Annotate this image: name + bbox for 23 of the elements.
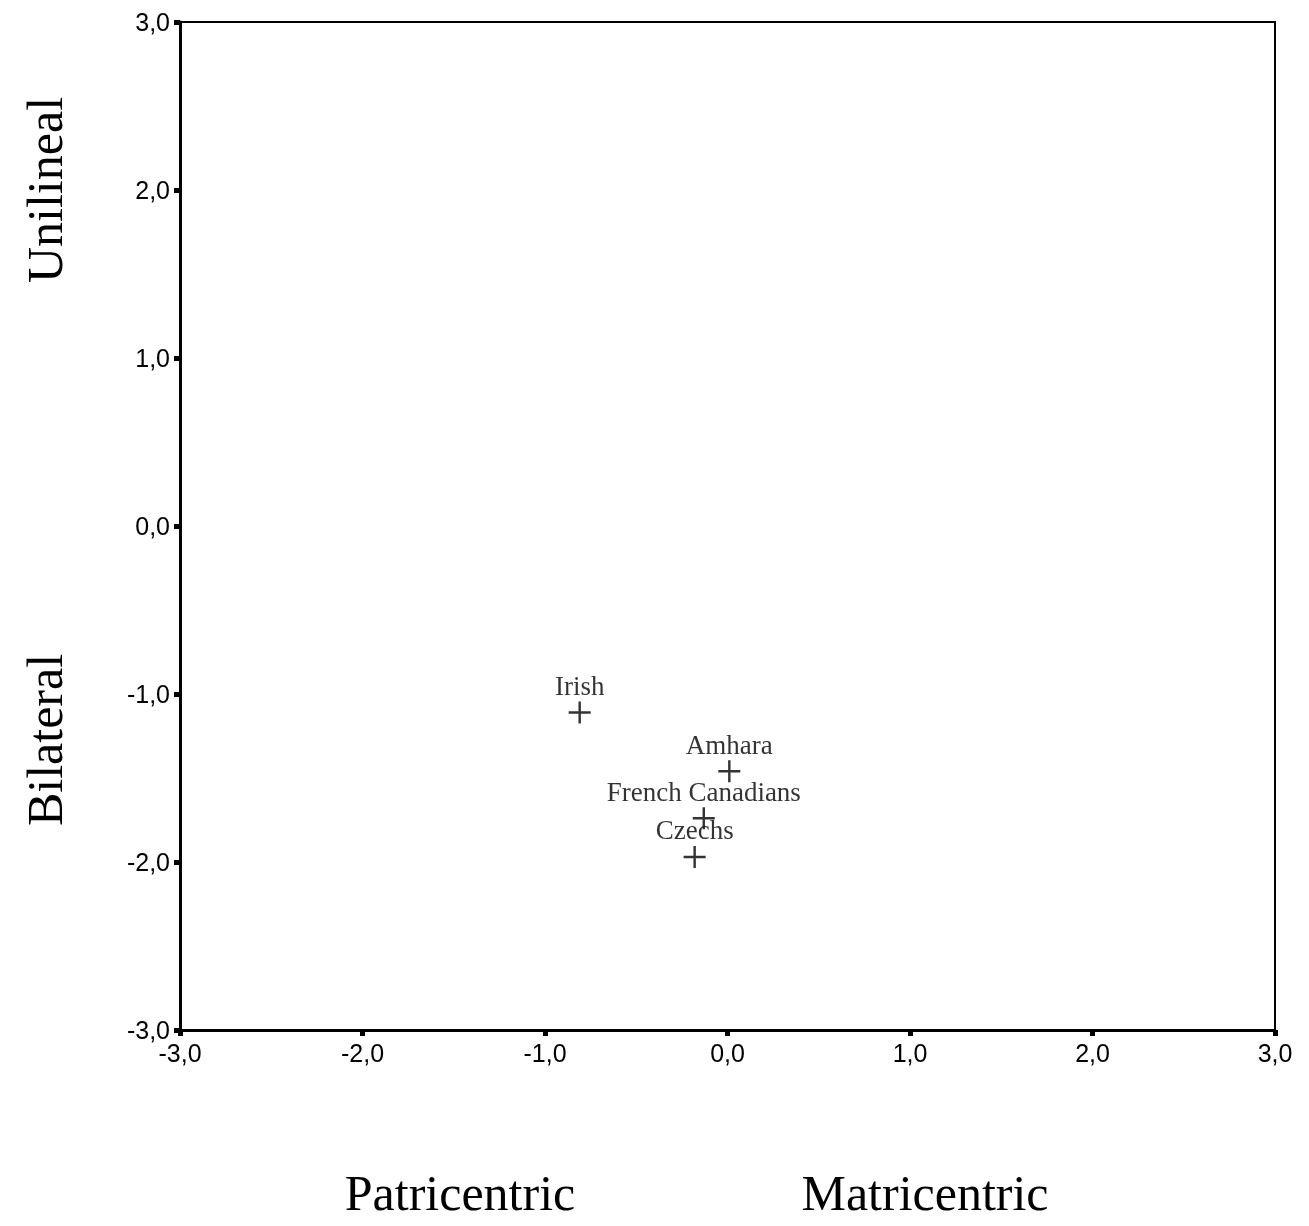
x-tick-label: -1,0 — [523, 1038, 567, 1067]
x-tick-label: 0,0 — [710, 1038, 745, 1067]
series-label: French Canadians — [606, 776, 801, 807]
series-label: Amhara — [685, 729, 773, 760]
y-tick-label: 1,0 — [135, 344, 170, 372]
series-label: Irish — [554, 670, 605, 701]
x-tick-label: 3,0 — [1257, 1038, 1293, 1067]
text: Unilineal — [17, 96, 73, 284]
series-label: Czechs — [655, 815, 734, 846]
text: Matricentric — [801, 1165, 1049, 1221]
y-tick-label: -1,0 — [126, 680, 170, 708]
y-tick-label: 3,0 — [135, 8, 170, 36]
point — [568, 701, 591, 724]
point — [683, 845, 706, 868]
x-tick-label: 2,0 — [1075, 1038, 1110, 1067]
x-tick-label: 1,0 — [892, 1038, 928, 1067]
x-tick-label: -2,0 — [340, 1038, 385, 1067]
text: Bilateral — [17, 653, 73, 827]
text: Patricentric — [344, 1165, 576, 1221]
y-tick-label: 0,0 — [135, 512, 170, 540]
y-tick-label: 2,0 — [135, 176, 170, 204]
y-tick-label: -2,0 — [126, 848, 170, 876]
point — [718, 760, 741, 783]
